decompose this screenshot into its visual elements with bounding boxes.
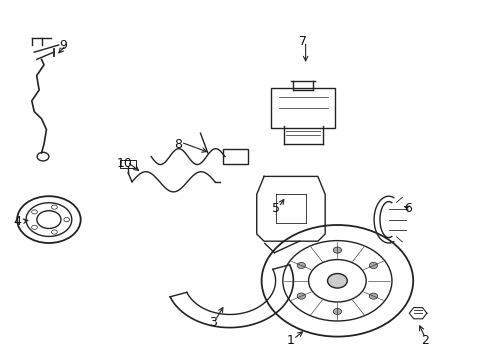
Text: 5: 5 [272,202,280,215]
Text: 8: 8 [174,138,182,150]
Circle shape [368,262,377,269]
Text: 6: 6 [404,202,411,215]
Text: 7: 7 [299,35,306,48]
Circle shape [332,247,341,253]
Text: 2: 2 [421,334,428,347]
Text: 9: 9 [60,39,67,51]
Circle shape [368,293,377,299]
Text: 4: 4 [13,215,21,228]
Circle shape [327,274,346,288]
Text: 10: 10 [117,157,132,170]
Text: 3: 3 [208,316,216,329]
Circle shape [297,293,305,299]
Circle shape [332,309,341,315]
Circle shape [297,262,305,269]
Text: 1: 1 [286,334,294,347]
